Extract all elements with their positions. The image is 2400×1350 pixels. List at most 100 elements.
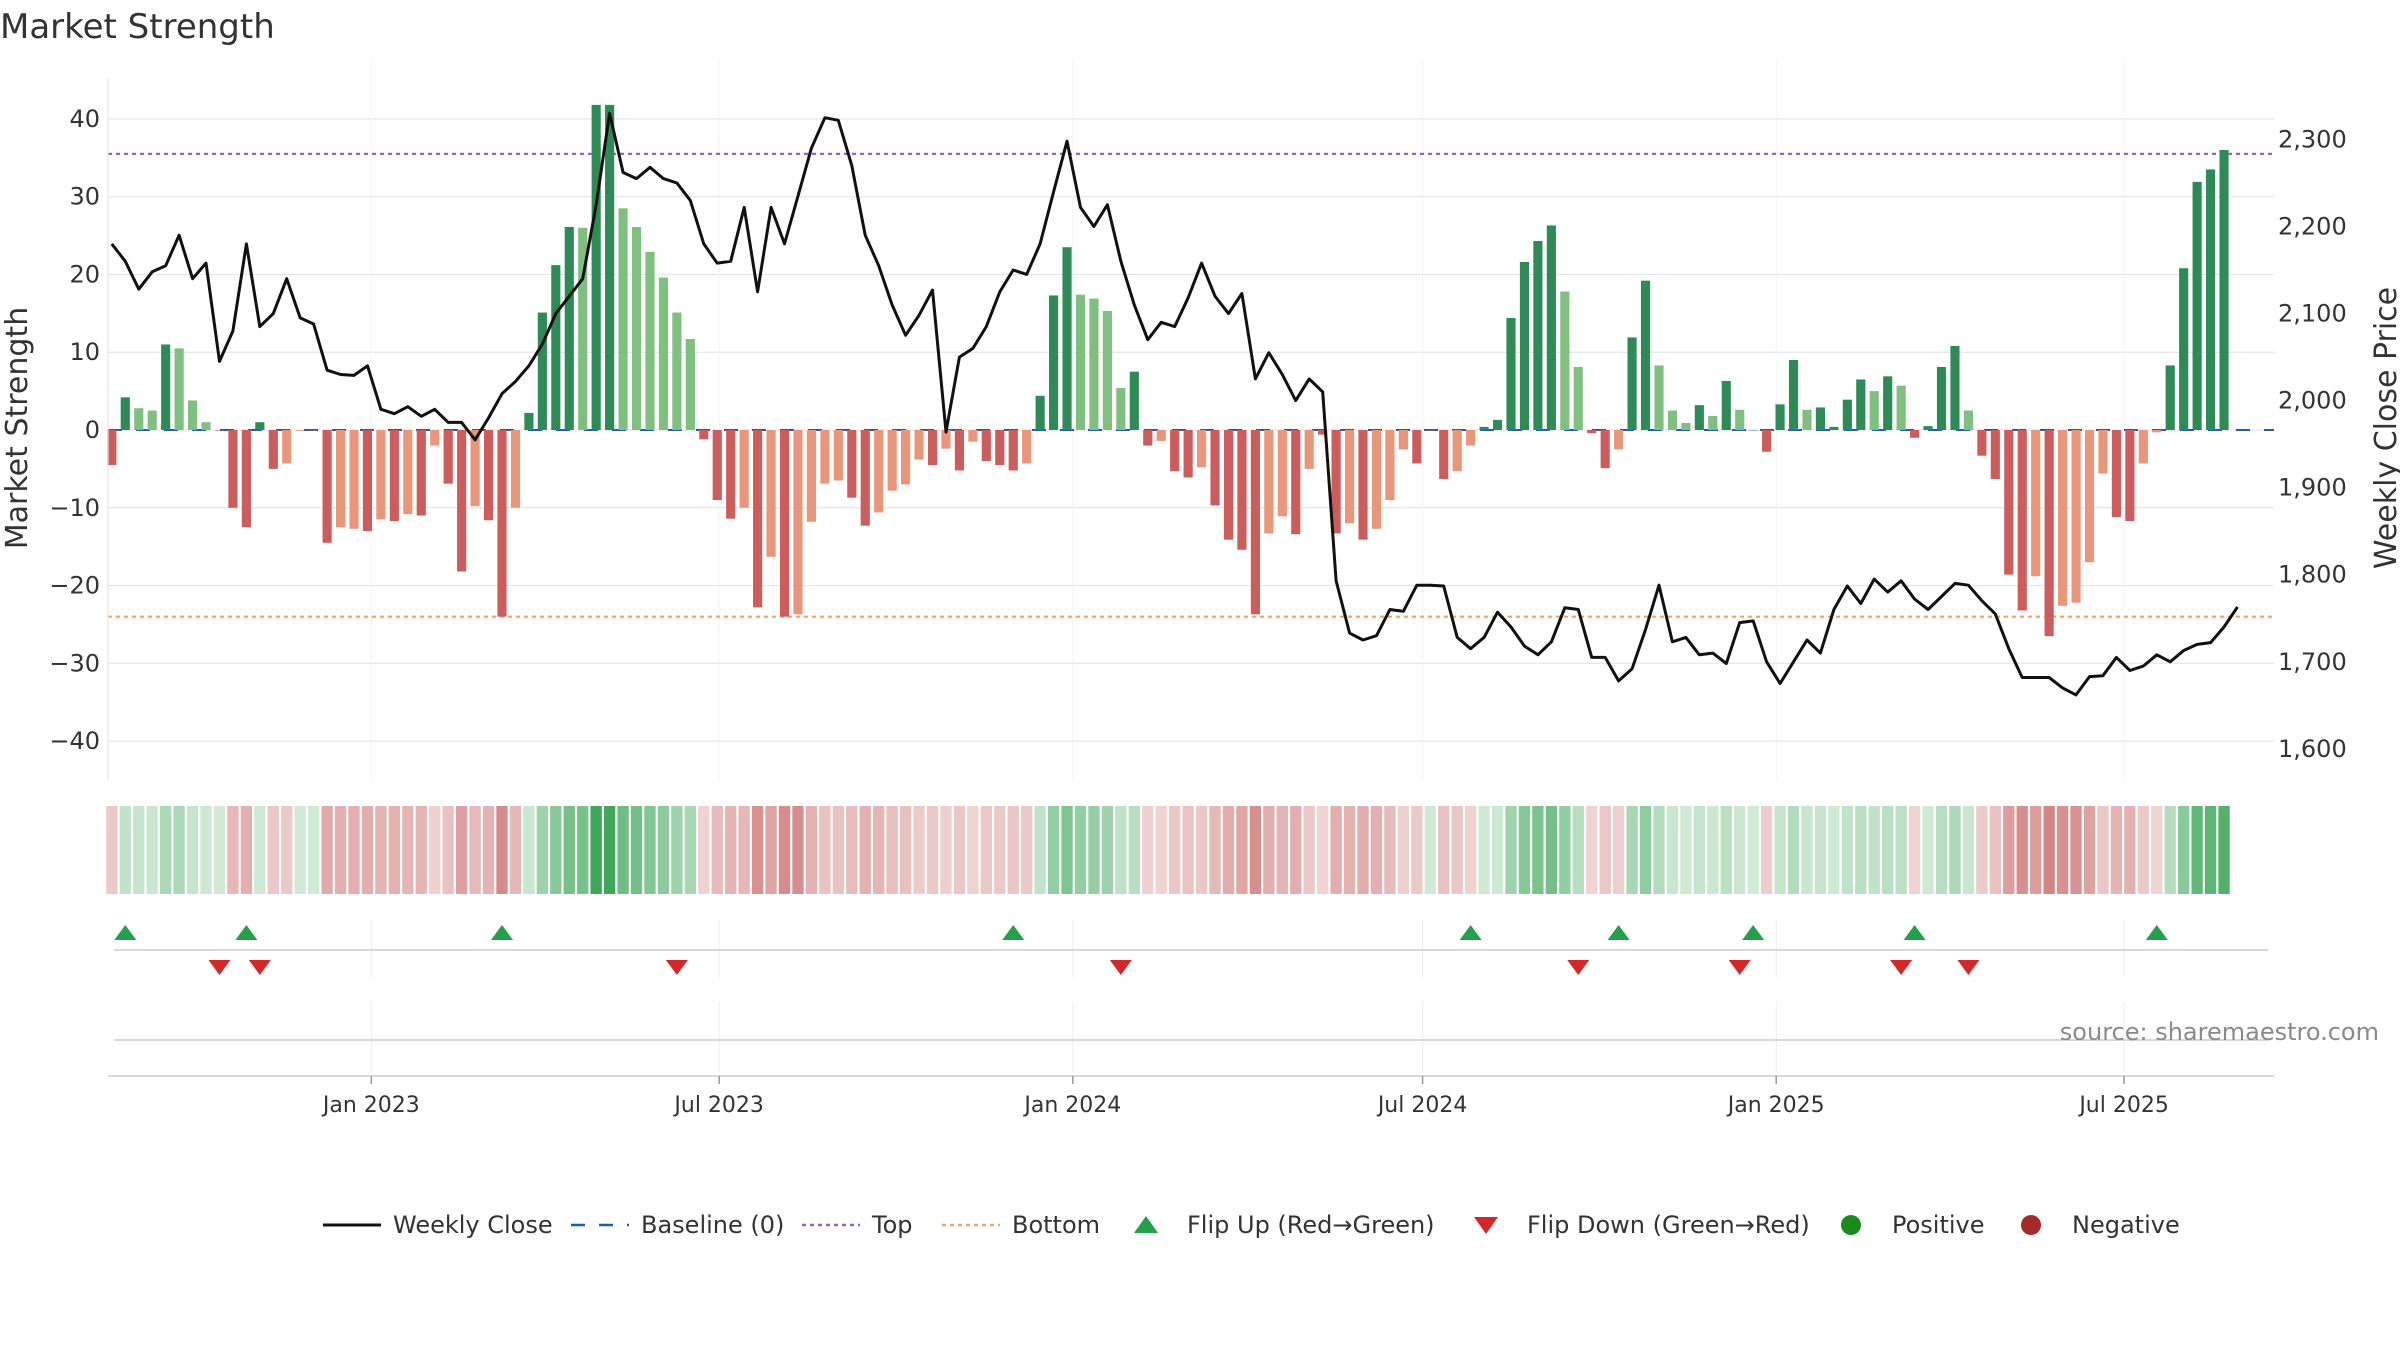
y-right-tick-label: 2,000 [2278, 387, 2347, 415]
strength-bar [1223, 430, 1234, 540]
strength-bar [1331, 430, 1341, 534]
legend-label: Negative [2072, 1211, 2180, 1239]
strength-bar [1936, 367, 1947, 430]
strength-strip-cell [1491, 806, 1504, 894]
strength-strip-cell [2070, 806, 2082, 894]
strength-strip-cell [1572, 806, 1584, 894]
strength-bar [430, 430, 440, 446]
strength-bar [1654, 365, 1664, 430]
weekly-close-line-group [110, 111, 2239, 697]
strength-strip-cell [267, 806, 279, 894]
strength-strip-cell [1868, 806, 1880, 894]
strength-bar [1237, 430, 1247, 550]
strength-strip-cell [1303, 806, 1315, 894]
strength-strip-cell [1088, 806, 1100, 894]
strength-strip-cell [980, 806, 992, 894]
strength-bar [901, 430, 911, 485]
strength-strip-cell [846, 806, 858, 894]
strength-bar [954, 430, 964, 471]
strength-strip-cell [1195, 806, 1208, 894]
strength-bar [1708, 416, 1718, 430]
strength-bar [1856, 379, 1866, 430]
strength-bar [2165, 365, 2175, 430]
legend-symbol-triangle-up [1134, 1216, 1158, 1233]
strength-bar [1412, 430, 1422, 464]
strength-strip-cell [1774, 806, 1786, 894]
strength-bar [564, 227, 574, 430]
strength-strip-cell [1707, 806, 1719, 894]
strength-strip-cell [523, 806, 535, 894]
strength-bar [107, 430, 117, 465]
strength-bar [1519, 262, 1530, 430]
strength-bar [1869, 391, 1879, 430]
strength-bar [147, 410, 157, 430]
strength-strip-cell [1693, 806, 1705, 894]
strength-strip-cell [644, 806, 656, 894]
strength-strip-cell [1559, 806, 1571, 894]
strength-bar [1291, 430, 1301, 535]
strength-strip-cell [482, 806, 495, 894]
x-tick-label: Jan 2024 [1022, 1093, 1121, 1118]
flip-up-marker [2145, 925, 2168, 940]
strength-strip-cell [2137, 806, 2149, 894]
strength-bar [2125, 430, 2135, 521]
strength-strip-cell [2151, 806, 2163, 894]
strength-bar [2004, 430, 2014, 575]
strength-strip-cell [254, 806, 266, 894]
strength-bar [1183, 430, 1193, 478]
strength-bar [712, 430, 722, 500]
strength-strip-cell [1142, 806, 1154, 894]
strength-bar [1318, 430, 1328, 435]
y-left-tick-label: 40 [69, 105, 100, 133]
strength-strip-cell [415, 806, 427, 894]
strength-bar [2111, 430, 2121, 518]
legend-item: Flip Up (Red→Green) [1134, 1211, 1435, 1239]
strength-strip-cell [1317, 806, 1329, 894]
strength-strip-cell [1061, 806, 1073, 894]
strength-strip-cell [455, 806, 468, 894]
strength-strip-cell [1518, 806, 1531, 894]
strength-strip-cell [967, 806, 979, 894]
strength-bar [295, 430, 305, 431]
strength-strip-cell [671, 806, 683, 894]
strength-bar [1910, 430, 1920, 438]
strength-bar [860, 430, 870, 526]
strength-bar [2017, 430, 2027, 611]
strength-bar [322, 430, 332, 543]
strength-bar [914, 430, 924, 460]
strength-bar [1829, 426, 1839, 430]
strength-bar [847, 430, 857, 498]
strength-bar [1479, 426, 1489, 430]
x-axis: Jan 2023 Jul 2023 Jan 2024 Jul 2024 Jan 2025… [108, 1075, 2274, 1118]
strength-bar [1748, 430, 1758, 431]
flip-down-marker [665, 960, 688, 975]
strength-strip-cell [119, 806, 131, 894]
strength-bar [1049, 295, 1059, 430]
strength-bar [1102, 311, 1112, 430]
strength-strip-cell [2164, 806, 2176, 894]
strength-strip-cell [469, 806, 481, 894]
strength-bar [2192, 181, 2202, 430]
strength-strip-cell [429, 806, 441, 894]
strength-strip-cell [536, 806, 549, 894]
strength-strip-cell [994, 806, 1006, 894]
strength-bar [981, 430, 991, 462]
strength-bar [1250, 430, 1260, 615]
strength-bar [1425, 430, 1435, 431]
strength-bar [1923, 426, 1933, 430]
strength-strip-cell [1734, 806, 1746, 894]
y-right-tick-label: 2,100 [2278, 300, 2347, 328]
strength-strip-cell [630, 806, 643, 894]
strength-strip-cell [577, 806, 589, 894]
strength-bar [416, 430, 426, 516]
strength-bar [1627, 337, 1637, 430]
strength-bar [726, 430, 736, 519]
strength-bar [699, 430, 709, 440]
strength-strip-cell [1545, 806, 1558, 894]
strength-strip-cell [1747, 806, 1759, 894]
strength-strip-cell [1922, 806, 1934, 894]
strength-strip-cell [1209, 806, 1221, 894]
strength-strip-cell [1532, 806, 1544, 894]
strength-strip-cell [805, 806, 818, 894]
strength-bar [2044, 430, 2054, 637]
